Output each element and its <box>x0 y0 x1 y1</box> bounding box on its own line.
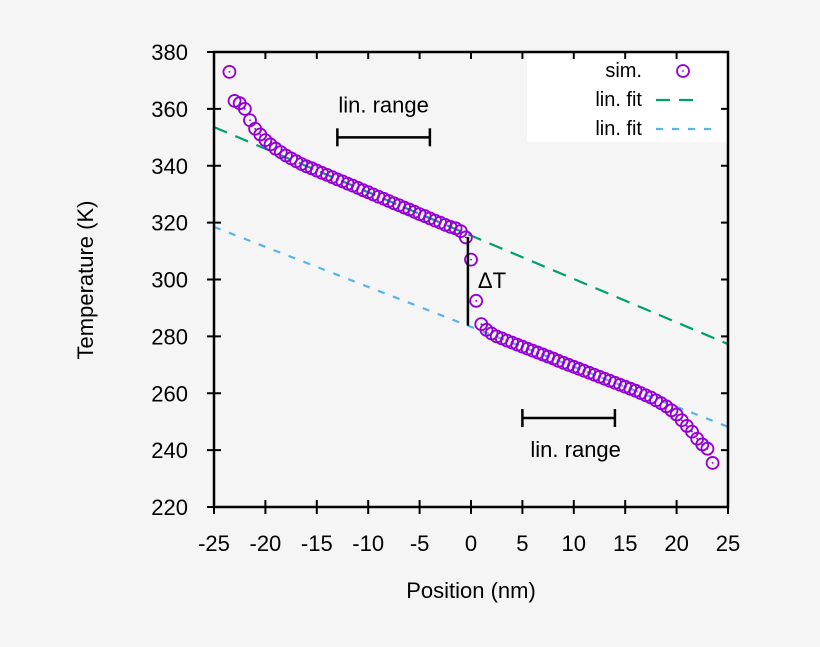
y-tick-label: 300 <box>151 268 188 293</box>
x-tick-label: 0 <box>465 531 477 556</box>
y-tick-label: 340 <box>151 154 188 179</box>
data-point-dot <box>470 258 472 261</box>
y-tick-label: 260 <box>151 381 188 406</box>
x-tick-label: -10 <box>352 531 384 556</box>
x-tick-label: 25 <box>716 531 740 556</box>
x-tick-label: -15 <box>301 531 333 556</box>
legend-swatch-sim <box>676 64 690 78</box>
data-point-dot <box>711 462 714 464</box>
x-tick-label: 10 <box>562 531 586 556</box>
data-point-dot <box>706 447 709 450</box>
data-point-dot <box>475 299 478 302</box>
data-point <box>705 456 720 470</box>
legend: sim. lin. fit lin. fit <box>527 53 727 142</box>
data-point <box>464 252 478 267</box>
data-point-dot <box>685 425 688 427</box>
x-tick-label: -5 <box>410 531 430 556</box>
range-label-1: lin. range <box>530 437 621 462</box>
data-point-dot <box>459 230 462 233</box>
data-point-dot <box>249 119 251 122</box>
data-point-dot <box>228 71 231 73</box>
legend-label-fit-lower: lin. fit <box>595 118 642 140</box>
legend-label-sim: sim. <box>605 60 642 82</box>
data-point-dot <box>680 419 683 422</box>
data-point-dot <box>259 133 262 136</box>
data-point <box>469 293 484 308</box>
data-point-dot <box>696 437 699 440</box>
data-point-dot <box>675 413 678 416</box>
legend-swatch-sim-dot <box>682 70 684 72</box>
data-point <box>700 441 715 456</box>
legend-label-fit-upper: lin. fit <box>595 89 642 111</box>
x-tick-label: 5 <box>516 531 528 556</box>
y-axis-label: Temperature (K) <box>73 201 98 360</box>
x-axis-label: Position (nm) <box>406 578 536 603</box>
legend-box <box>527 53 727 142</box>
data-point-dot <box>480 323 483 326</box>
y-tick-label: 320 <box>151 211 188 236</box>
data-point-dot <box>464 236 467 239</box>
delta-t-label: ΔT <box>478 268 506 293</box>
data-point-dot <box>691 430 693 433</box>
range-label-0: lin. range <box>338 92 429 117</box>
y-tick-label: 380 <box>151 40 188 65</box>
x-tick-label: 15 <box>613 531 637 556</box>
y-tick-label: 220 <box>151 495 188 520</box>
fit-line-2 <box>214 225 728 428</box>
data-point-dot <box>254 127 257 130</box>
data-point-dot <box>238 102 241 105</box>
axes: -25 -20 -15 -10 -5 0 5 10 15 20 25 220 240 260 280 300 3… <box>151 40 740 556</box>
annotations: lin. range lin. range ΔT <box>336 92 621 462</box>
data-point <box>237 101 252 116</box>
y-tick-label: 360 <box>151 97 188 122</box>
x-tick-label: 20 <box>664 531 688 556</box>
plot-marks <box>214 65 728 470</box>
x-tick-label: -25 <box>198 531 230 556</box>
data-point <box>458 230 473 245</box>
y-tick-label: 240 <box>151 438 188 463</box>
y-tick-label: 280 <box>151 324 188 349</box>
x-tick-label: -20 <box>250 531 282 556</box>
data-point-dot <box>243 107 246 110</box>
data-point <box>222 65 237 79</box>
